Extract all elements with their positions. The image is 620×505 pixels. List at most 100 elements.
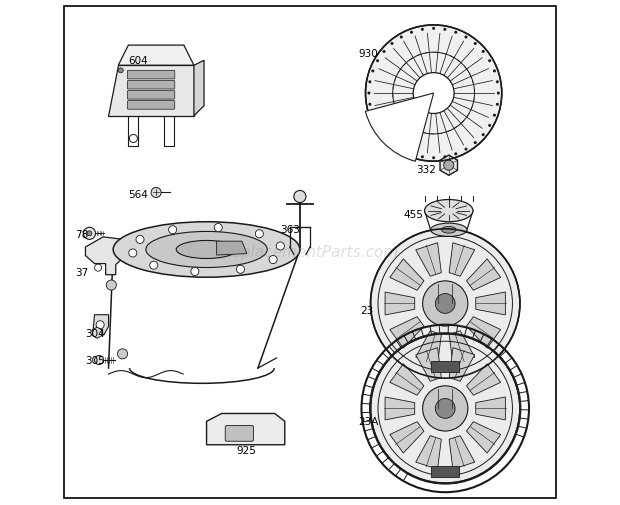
Circle shape (421, 156, 424, 159)
Circle shape (421, 29, 424, 32)
Circle shape (94, 356, 104, 365)
Circle shape (368, 104, 371, 107)
Circle shape (106, 280, 117, 290)
Polygon shape (466, 259, 500, 291)
Text: 930: 930 (358, 48, 378, 59)
Polygon shape (390, 259, 424, 291)
Circle shape (376, 125, 379, 128)
Circle shape (87, 231, 92, 236)
Circle shape (482, 134, 485, 137)
Text: 305: 305 (86, 356, 105, 366)
Ellipse shape (113, 222, 300, 278)
Circle shape (149, 262, 157, 270)
Ellipse shape (146, 232, 267, 268)
Circle shape (371, 334, 520, 483)
Polygon shape (416, 436, 441, 469)
Polygon shape (108, 66, 194, 117)
Circle shape (493, 115, 496, 118)
Circle shape (497, 92, 500, 95)
Polygon shape (440, 156, 458, 176)
Polygon shape (449, 243, 475, 277)
Polygon shape (118, 46, 194, 66)
Circle shape (118, 69, 123, 74)
Circle shape (383, 51, 386, 54)
Polygon shape (86, 237, 127, 275)
Circle shape (443, 29, 446, 32)
Polygon shape (449, 331, 475, 365)
Polygon shape (216, 242, 247, 256)
Polygon shape (416, 348, 441, 381)
Circle shape (488, 125, 491, 128)
Circle shape (151, 188, 161, 198)
Circle shape (214, 224, 223, 232)
Circle shape (432, 28, 435, 31)
FancyBboxPatch shape (127, 81, 175, 90)
Text: 564: 564 (128, 189, 148, 199)
Text: 604: 604 (128, 56, 148, 66)
Polygon shape (390, 364, 424, 395)
Text: 455: 455 (404, 210, 423, 220)
Polygon shape (390, 422, 424, 453)
Polygon shape (449, 348, 475, 381)
Circle shape (129, 249, 137, 258)
Circle shape (423, 281, 468, 326)
Circle shape (136, 236, 144, 244)
Polygon shape (449, 436, 475, 469)
Circle shape (410, 153, 413, 156)
Ellipse shape (176, 241, 237, 259)
Circle shape (366, 26, 502, 162)
Circle shape (391, 142, 394, 145)
Polygon shape (476, 292, 505, 315)
Circle shape (368, 81, 371, 84)
Circle shape (236, 266, 244, 274)
Circle shape (255, 230, 264, 238)
Circle shape (400, 148, 403, 152)
Text: 23A: 23A (358, 416, 378, 426)
Circle shape (474, 142, 477, 145)
Circle shape (454, 32, 458, 35)
Polygon shape (385, 292, 415, 315)
Polygon shape (416, 331, 441, 365)
Circle shape (277, 242, 285, 250)
Circle shape (443, 156, 446, 159)
Circle shape (435, 294, 455, 314)
Text: ReplacementParts.com: ReplacementParts.com (221, 245, 399, 260)
Circle shape (496, 81, 499, 84)
Polygon shape (206, 414, 285, 445)
Circle shape (130, 135, 138, 143)
Circle shape (496, 104, 499, 107)
Circle shape (371, 229, 520, 378)
Circle shape (368, 92, 370, 95)
Text: 332: 332 (416, 165, 436, 174)
FancyBboxPatch shape (127, 102, 175, 110)
Circle shape (464, 36, 467, 39)
Polygon shape (390, 317, 424, 348)
Circle shape (371, 70, 374, 73)
Polygon shape (92, 328, 102, 339)
FancyBboxPatch shape (431, 362, 459, 373)
Circle shape (454, 153, 458, 156)
Text: 925: 925 (237, 445, 257, 455)
Circle shape (435, 399, 455, 419)
FancyBboxPatch shape (127, 91, 175, 100)
Circle shape (488, 60, 491, 63)
FancyBboxPatch shape (127, 71, 175, 80)
FancyBboxPatch shape (431, 466, 459, 477)
Circle shape (96, 321, 104, 329)
Polygon shape (92, 315, 108, 335)
Circle shape (444, 161, 454, 171)
Circle shape (482, 51, 485, 54)
Ellipse shape (431, 224, 467, 237)
FancyBboxPatch shape (225, 426, 254, 441)
Polygon shape (466, 364, 500, 395)
Text: 363: 363 (280, 225, 299, 235)
Circle shape (464, 148, 467, 152)
Text: 78: 78 (76, 230, 89, 240)
Circle shape (432, 157, 435, 160)
Polygon shape (476, 397, 505, 420)
Circle shape (269, 256, 277, 264)
Circle shape (413, 73, 454, 114)
Circle shape (474, 43, 477, 46)
Polygon shape (385, 397, 415, 420)
Text: 304: 304 (86, 328, 105, 338)
